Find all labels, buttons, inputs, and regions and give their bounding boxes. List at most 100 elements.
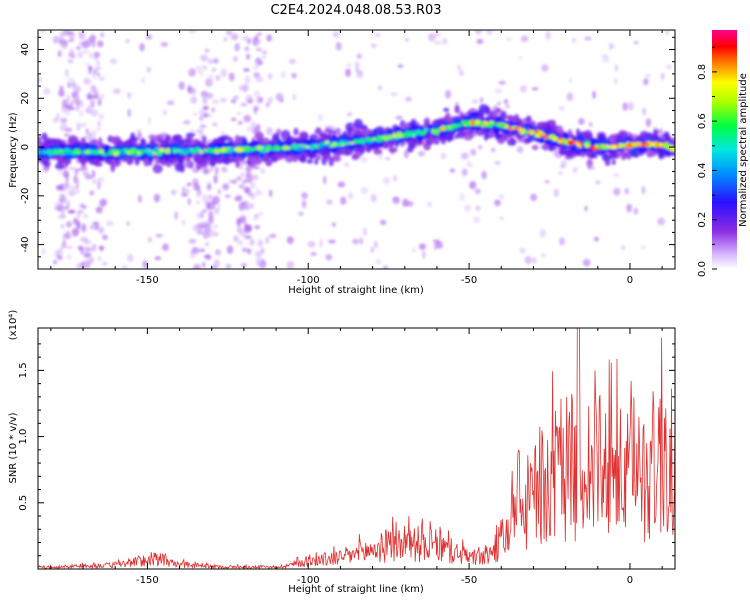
spectrogram-cell — [443, 107, 450, 112]
spectrogram-cell — [244, 46, 250, 52]
spectrogram-cell — [440, 152, 447, 160]
spectrogram-cell — [484, 105, 490, 115]
spectrogram-cell — [230, 117, 237, 122]
spectrogram-cell — [190, 96, 198, 104]
spectrogram-cell — [121, 264, 128, 269]
spectrogram-cell — [477, 144, 483, 150]
spectrogram-cell — [92, 88, 99, 96]
spectrogram-cell — [147, 154, 153, 162]
spectrogram-cell — [184, 148, 192, 152]
spectrogram-cell — [207, 216, 214, 224]
spectrogram-cell — [232, 56, 238, 62]
spectrogram-cell — [51, 158, 56, 162]
spectrogram-cell — [182, 186, 186, 194]
spectrogram-cell — [633, 207, 639, 215]
spectrogram-cell — [82, 214, 89, 219]
spectrogram-cell — [74, 85, 81, 94]
spectrogram-cell — [359, 237, 363, 245]
spectrogram-cell — [89, 224, 94, 230]
spectrogram-cell — [279, 146, 284, 150]
spectrogram-cell — [638, 146, 647, 154]
spectrogram-cell — [178, 81, 185, 90]
spectrogram-cell — [373, 148, 383, 155]
spectrogram-cell — [61, 240, 67, 249]
spectrogram-cell — [622, 102, 628, 111]
snr-y-label: SNR (10 * v/v) — [8, 412, 19, 483]
spectrogram-cell — [584, 36, 592, 41]
spectrogram-cell — [43, 87, 51, 95]
spectrogram-cell — [94, 221, 99, 230]
spectrogram-cell — [68, 166, 76, 171]
spectrogram-cell — [392, 133, 397, 138]
spectrogram-cell — [369, 142, 377, 147]
spectrogram-cell — [531, 87, 539, 91]
spectrogram-cell — [78, 42, 86, 46]
spectrogram-cell — [82, 50, 89, 54]
spectrogram-cell — [204, 48, 210, 53]
spectrogram-cell — [255, 76, 264, 83]
spectrogram-cell — [520, 35, 529, 42]
spectrogram-cell — [63, 206, 70, 210]
spectrogram-cell — [244, 224, 253, 232]
spectrogram-cell — [59, 37, 65, 46]
spectrogram-cell — [497, 101, 501, 105]
spectrogram-cell — [476, 38, 484, 45]
spectrogram-cell — [64, 133, 70, 137]
spectrogram-cell — [506, 37, 513, 41]
spectrogram-cell — [267, 96, 273, 104]
spectrogram-cell — [366, 146, 371, 153]
spectrogram-cell — [83, 77, 91, 85]
spectrogram-cell — [558, 106, 565, 111]
spectrogram-cell — [131, 149, 137, 153]
spectrogram-cell — [407, 146, 414, 153]
spectrogram-cell — [203, 223, 212, 232]
spectrogram-cell — [67, 38, 75, 43]
spectrogram-cell — [486, 30, 493, 35]
spectrogram-cell — [301, 192, 308, 200]
spectrogram-cell — [372, 137, 377, 141]
spectrogram-cell — [532, 257, 537, 264]
spectrogram-cell — [614, 78, 618, 85]
spectrogram-cell — [243, 114, 252, 123]
spectrogram-cell — [83, 246, 91, 252]
spectrogram-cell — [640, 245, 646, 250]
spectrogram-cell — [74, 168, 79, 175]
spectrogram-cell — [417, 135, 423, 143]
spectrogram-cell — [67, 81, 71, 89]
spectrogram-cell — [632, 143, 637, 147]
spectrogram-cell — [293, 127, 299, 136]
snr-y-ticks: 0.5 1.0 1.5 — [18, 343, 675, 557]
spectrogram-cell — [460, 152, 469, 160]
spectrogram-cell — [41, 248, 46, 256]
spectrogram-cell — [241, 35, 250, 42]
spectrogram-cell — [220, 131, 225, 136]
spectrogram-cell — [78, 110, 84, 117]
spectrogram-cell — [405, 122, 411, 129]
spectrogram-cell — [238, 184, 245, 189]
spectrogram-cell — [212, 122, 218, 127]
spectrogram-cell — [244, 206, 250, 211]
spectrogram-cell — [202, 261, 206, 268]
spectrogram-cell — [85, 108, 93, 114]
spectrogram-cell — [433, 243, 438, 251]
spectrogram-cell — [76, 222, 81, 230]
spectrogram-cell — [76, 46, 81, 50]
spectrogram-cell — [258, 97, 263, 103]
spectrogram-cell — [140, 76, 146, 84]
spectrogram-cell — [658, 142, 663, 147]
spectrogram-cell — [346, 63, 352, 68]
spectrogram-cell — [67, 30, 74, 35]
spectrogram-cell — [139, 42, 145, 52]
spectrogram-cell — [392, 196, 401, 205]
spectrogram-cell — [59, 85, 64, 91]
spectrogram-cell — [58, 49, 62, 58]
spectrogram-cell — [206, 148, 212, 153]
spectrogram-x-ticks: -150 -100 -50 0 — [50, 30, 663, 286]
spectrogram-cell — [98, 255, 102, 262]
spectrogram-cell — [366, 137, 372, 141]
spectrogram-cell — [67, 77, 75, 82]
spectrogram-cell — [88, 143, 98, 152]
spectrogram-cell — [592, 90, 597, 99]
spectrogram-cell — [142, 260, 148, 269]
